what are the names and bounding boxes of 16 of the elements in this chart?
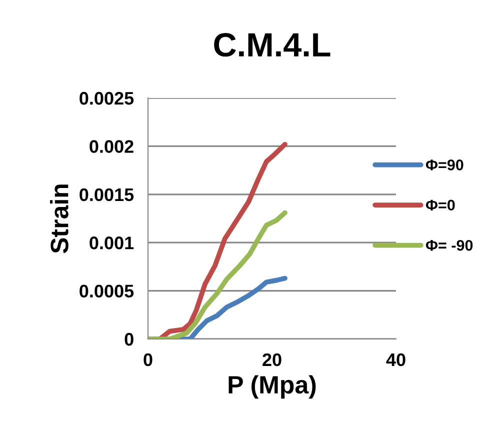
y-tick-label: 0.0025 — [80, 92, 134, 105]
x-tick-label: 40 — [386, 353, 406, 366]
legend-label: Φ= -90 — [426, 240, 473, 251]
chart-title: C.M.4.L — [214, 33, 330, 57]
x-tick-label: 0 — [144, 353, 152, 366]
line-series — [148, 210, 288, 339]
y-tick-label: 0.001 — [90, 236, 134, 250]
legend-label: Φ=90 — [426, 160, 464, 170]
y-tick-label: 0.002 — [90, 140, 134, 153]
y-tick-label: 0.0005 — [80, 284, 134, 298]
y-tick-label: 0 — [124, 332, 134, 346]
y-tick-label: 0.0015 — [80, 188, 134, 202]
x-tick-label: 20 — [262, 353, 282, 366]
x-axis-title: P (Mpa) — [228, 375, 316, 399]
y-axis-title: Strain — [50, 184, 68, 254]
legend-label: Φ=0 — [426, 200, 455, 211]
